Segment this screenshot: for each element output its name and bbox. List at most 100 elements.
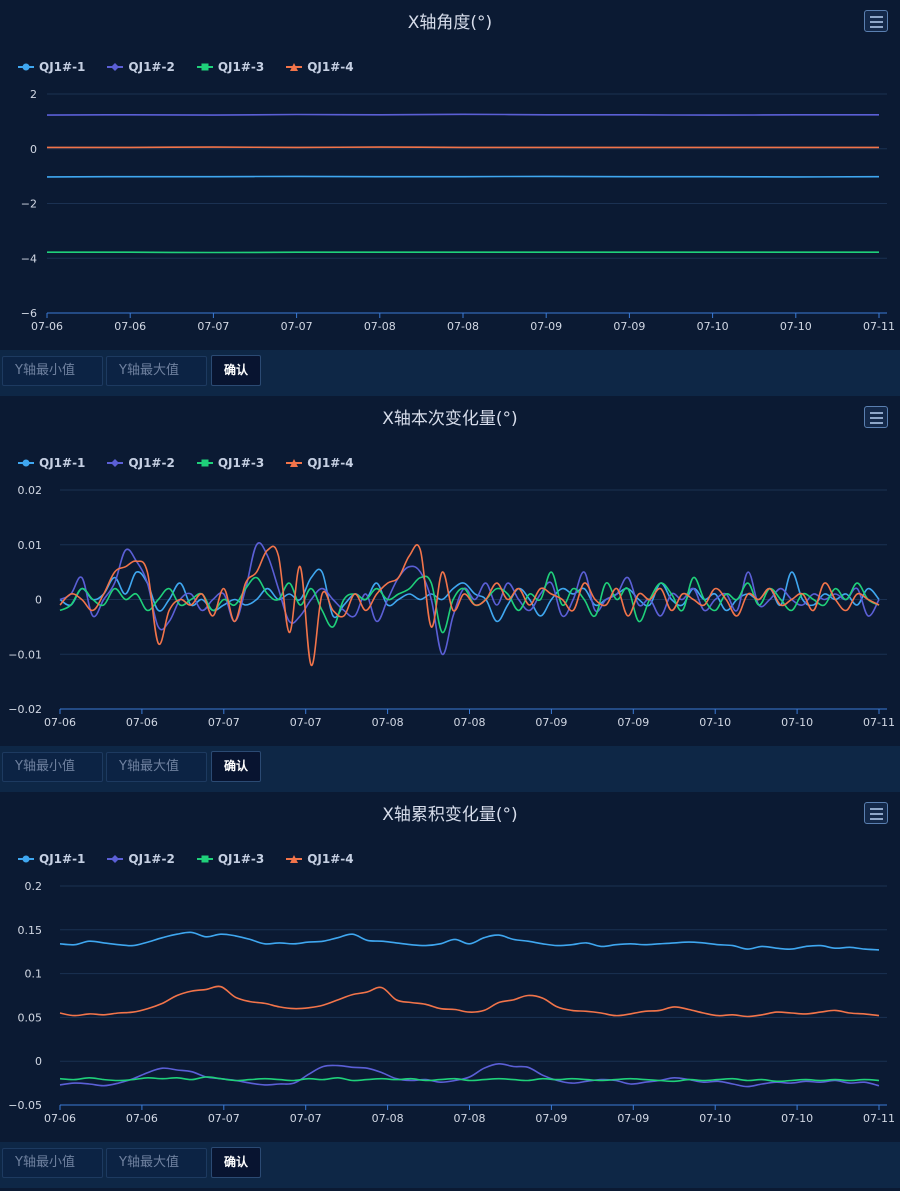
legend: QJ1#-1 QJ1#-2 QJ1#-3 QJ1#-4 bbox=[18, 59, 376, 75]
confirm-button[interactable]: 确认 bbox=[211, 355, 261, 386]
legend-item[interactable]: QJ1#-2 bbox=[107, 60, 175, 74]
legend-label: QJ1#-1 bbox=[39, 456, 86, 470]
x-tick-label: 07-07 bbox=[290, 1112, 322, 1125]
legend-triangle-icon bbox=[286, 459, 303, 467]
y-tick-label: −0.01 bbox=[8, 648, 42, 661]
y-tick-label: −2 bbox=[21, 198, 37, 211]
legend-label: QJ1#-3 bbox=[217, 456, 265, 470]
legend-triangle-icon bbox=[286, 855, 303, 863]
x-tick-label: 07-06 bbox=[114, 320, 146, 333]
x-tick-label: 07-09 bbox=[617, 716, 649, 729]
y-range-controls: Y轴最小值 Y轴最大值 确认 bbox=[0, 1142, 900, 1188]
legend-label: QJ1#-4 bbox=[307, 60, 354, 74]
x-tick-label: 07-06 bbox=[126, 1112, 158, 1125]
legend-item[interactable]: QJ1#-1 bbox=[18, 60, 85, 74]
legend-item[interactable]: QJ1#-1 bbox=[18, 456, 85, 470]
series-line-QJ1-4 bbox=[59, 544, 880, 667]
legend-label: QJ1#-4 bbox=[307, 852, 354, 866]
legend-label: QJ1#-1 bbox=[39, 60, 86, 74]
hamburger-menu-icon[interactable] bbox=[864, 802, 888, 824]
y-tick-label: −0.02 bbox=[8, 703, 42, 716]
legend-diamond-icon bbox=[107, 855, 124, 863]
y-tick-label: 0.1 bbox=[25, 968, 43, 981]
x-tick-label: 07-11 bbox=[863, 1112, 895, 1125]
confirm-button[interactable]: 确认 bbox=[211, 751, 261, 782]
y-tick-label: 0 bbox=[35, 594, 42, 607]
legend-item[interactable]: QJ1#-3 bbox=[196, 852, 265, 866]
x-tick-label: 07-09 bbox=[535, 1112, 567, 1125]
y-tick-label: −6 bbox=[21, 307, 37, 320]
legend-diamond-icon bbox=[107, 459, 124, 467]
series-line-QJ1-1 bbox=[46, 175, 880, 178]
legend-triangle-icon bbox=[286, 63, 303, 71]
x-tick-label: 07-09 bbox=[530, 320, 562, 333]
legend-circle-icon bbox=[18, 459, 34, 467]
line-chart: 20−2−4−607-06 07-06 07-07 07-07 07-08 07-08 07… bbox=[21, 88, 895, 333]
series-line-QJ1-2 bbox=[59, 1062, 880, 1088]
y-min-input[interactable]: Y轴最小值 bbox=[2, 752, 103, 782]
legend-circle-icon bbox=[18, 63, 34, 71]
confirm-button[interactable]: 确认 bbox=[211, 1147, 261, 1178]
chart-area: 2 0 −2 −4 −6 07-06 07-06 07-07 07-07 07-08 07-08 07… bbox=[0, 0, 900, 350]
legend-label: QJ1#-2 bbox=[128, 60, 175, 74]
legend-item[interactable]: QJ1#-1 bbox=[18, 852, 85, 866]
x-tick-label: 07-10 bbox=[781, 716, 813, 729]
hamburger-menu-icon[interactable] bbox=[864, 10, 888, 32]
y-min-input[interactable]: Y轴最小值 bbox=[2, 1148, 103, 1178]
hamburger-menu-icon[interactable] bbox=[864, 406, 888, 428]
y-tick-label: 0 bbox=[30, 143, 37, 156]
x-tick-label: 07-06 bbox=[44, 716, 76, 729]
legend: QJ1#-1 QJ1#-2 QJ1#-3 QJ1#-4 bbox=[18, 455, 376, 471]
legend-label: QJ1#-4 bbox=[307, 456, 354, 470]
legend-diamond-icon bbox=[107, 63, 124, 71]
legend-label: QJ1#-3 bbox=[217, 60, 265, 74]
x-tick-label: 07-11 bbox=[863, 716, 895, 729]
legend-item[interactable]: QJ1#-4 bbox=[286, 852, 354, 866]
y-tick-label: 0.05 bbox=[18, 1011, 43, 1024]
legend-item[interactable]: QJ1#-2 bbox=[107, 852, 175, 866]
y-max-input[interactable]: Y轴最大值 bbox=[106, 752, 207, 782]
y-min-input[interactable]: Y轴最小值 bbox=[2, 356, 103, 386]
y-tick-label: 0.01 bbox=[18, 539, 43, 552]
legend-label: QJ1#-2 bbox=[128, 456, 175, 470]
legend: QJ1#-1 QJ1#-2 QJ1#-3 QJ1#-4 bbox=[18, 851, 376, 867]
series-line-QJ1-1 bbox=[59, 931, 880, 951]
y-max-input[interactable]: Y轴最大值 bbox=[106, 356, 207, 386]
x-tick-label: 07-07 bbox=[290, 716, 322, 729]
x-tick-label: 07-08 bbox=[454, 716, 486, 729]
legend-square-icon bbox=[196, 855, 213, 863]
series-line-QJ1-2 bbox=[46, 113, 879, 116]
legend-square-icon bbox=[196, 459, 213, 467]
y-tick-label: 2 bbox=[30, 88, 37, 101]
x-tick-label: 07-11 bbox=[863, 320, 895, 333]
legend-circle-icon bbox=[18, 855, 34, 863]
legend-item[interactable]: QJ1#-2 bbox=[107, 456, 175, 470]
x-tick-label: 07-10 bbox=[780, 320, 812, 333]
legend-item[interactable]: QJ1#-4 bbox=[286, 456, 354, 470]
chart-title: X轴本次变化量(°) bbox=[382, 409, 518, 429]
chart-area: 0.2 0.15 0.1 0.05 0 −0.05 07-06 07-06 07-07 07-07… bbox=[0, 792, 900, 1142]
legend-label: QJ1#-3 bbox=[217, 852, 265, 866]
chart-panel-cumulative: 0.2 0.15 0.1 0.05 0 −0.05 07-06 07-06 07-07 07-07… bbox=[0, 792, 900, 1188]
x-tick-label: 07-06 bbox=[31, 320, 63, 333]
legend-label: QJ1#-2 bbox=[128, 852, 175, 866]
x-tick-label: 07-08 bbox=[364, 320, 396, 333]
x-tick-label: 07-10 bbox=[697, 320, 729, 333]
chart-panel-angle: 2 0 −2 −4 −6 07-06 07-06 07-07 07-07 07-08 07-08 07… bbox=[0, 0, 900, 396]
x-tick-label: 07-10 bbox=[699, 1112, 731, 1125]
legend-item[interactable]: QJ1#-3 bbox=[196, 456, 265, 470]
x-tick-label: 07-09 bbox=[613, 320, 645, 333]
x-tick-label: 07-09 bbox=[535, 716, 567, 729]
x-tick-label: 07-07 bbox=[281, 320, 313, 333]
y-max-input[interactable]: Y轴最大值 bbox=[106, 1148, 207, 1178]
legend-square-icon bbox=[196, 63, 213, 71]
legend-item[interactable]: QJ1#-4 bbox=[286, 60, 354, 74]
chart-panel-delta: 0.02 0.01 0 −0.01 −0.02 07-06 07-06 07-07 07-07 0… bbox=[0, 396, 900, 792]
y-range-controls: Y轴最小值 Y轴最大值 确认 bbox=[0, 746, 900, 792]
y-tick-label: 0.2 bbox=[25, 880, 43, 893]
legend-item[interactable]: QJ1#-3 bbox=[196, 60, 265, 74]
x-tick-label: 07-08 bbox=[372, 716, 404, 729]
x-tick-label: 07-10 bbox=[781, 1112, 813, 1125]
